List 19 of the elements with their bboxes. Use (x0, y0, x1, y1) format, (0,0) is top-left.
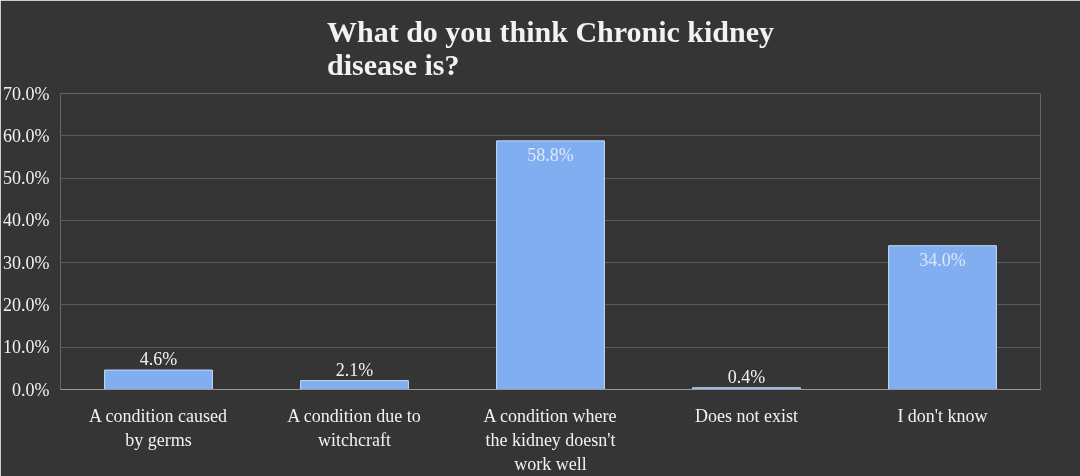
y-tick-label: 50.0% (3, 168, 50, 189)
y-tick-label: 70.0% (3, 83, 50, 104)
y-tick-label: 60.0% (3, 125, 50, 146)
x-tick-label: A condition caused by germs (89, 405, 227, 450)
data-label: 2.1% (335, 359, 374, 380)
y-tick-label: 20.0% (3, 294, 50, 315)
y-tick-label: 0.0% (12, 379, 50, 400)
data-label: 4.6% (139, 349, 178, 370)
x-tick-label: A condition due to witchcraft (287, 405, 421, 450)
data-label: 58.8% (527, 144, 574, 165)
y-tick-label: 40.0% (3, 210, 50, 231)
y-tick-label: 10.0% (3, 337, 50, 358)
x-tick-label: Does not exist (695, 405, 798, 426)
x-tick-label: A condition where the kidney doesn't work well (483, 405, 617, 474)
y-tick-label: 30.0% (3, 252, 50, 273)
x-tick-label: I don't know (897, 405, 988, 426)
data-label: 34.0% (919, 249, 966, 270)
data-label: 0.4% (727, 366, 766, 387)
chart-title: What do you think Chronic kidney disease is? (326, 15, 775, 81)
